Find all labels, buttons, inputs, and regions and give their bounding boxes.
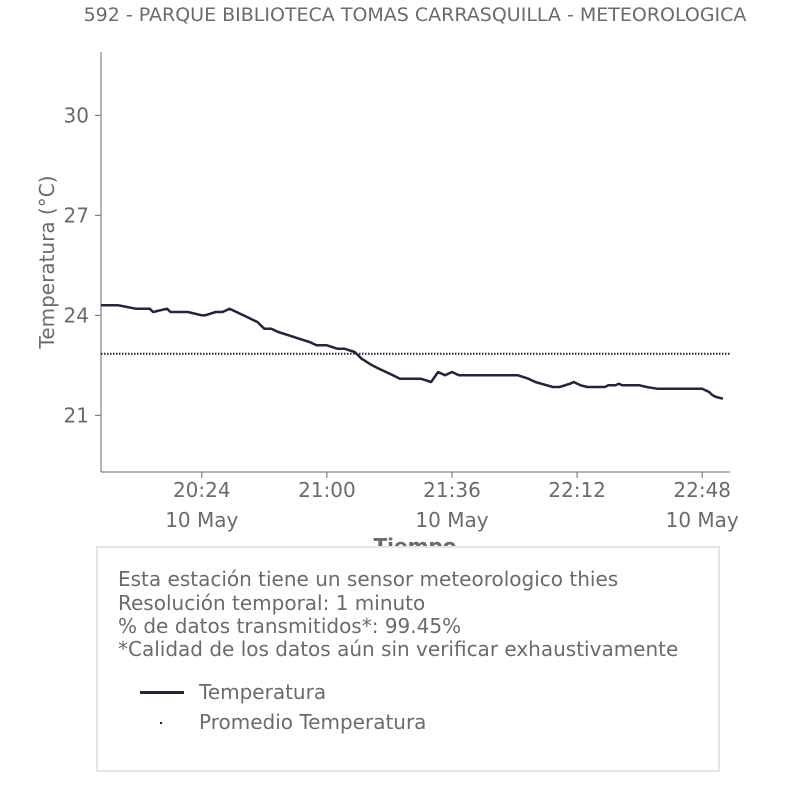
info-legend-box: Esta estación tiene un sensor meteorolog… [96,546,720,772]
x-tick-label-time: 21:00 [298,478,356,502]
x-tick-label-time: 20:24 [173,478,231,502]
x-tick-label-date: 10 May [666,508,739,532]
x-tick-label-time: 21:36 [423,478,481,502]
temporal-resolution-text: Resolución temporal: 1 minuto [118,591,426,615]
x-tick-label-time: 22:48 [673,478,731,502]
series-layer [101,304,730,400]
x-ticks: 20:24 10 May 21:00 21:36 10 May 22:12 22:48 10 … [165,472,739,532]
legend-label-promedio: Promedio Temperatura [199,710,427,734]
chart-title: 592 - PARQUE BIBLIOTECA TOMAS CARRASQUIL… [84,4,747,26]
data-quality-note: *Calidad de los datos aún sin verificar … [118,637,679,661]
station-sensor-text: Esta estación tiene un sensor meteorolog… [118,567,619,591]
legend-swatch-temperatura [140,691,184,694]
x-tick-label-date: 10 May [415,508,488,532]
x-tick-label-date: 10 May [165,508,238,532]
y-ticks: 21 24 27 30 [64,103,101,427]
series-line-temperatura [101,304,724,400]
data-transmitted-text: % de datos transmitidos*: 99.45% [118,614,462,638]
legend-swatch-promedio [160,722,162,724]
y-tick-label: 21 [64,403,89,427]
y-tick-label: 24 [64,303,89,327]
y-axis-label: Temperatura (°C) [35,175,59,349]
y-tick-label: 27 [64,203,89,227]
x-tick-label-time: 22:12 [548,478,606,502]
y-tick-label: 30 [64,103,89,127]
legend-label-temperatura: Temperatura [199,680,327,704]
